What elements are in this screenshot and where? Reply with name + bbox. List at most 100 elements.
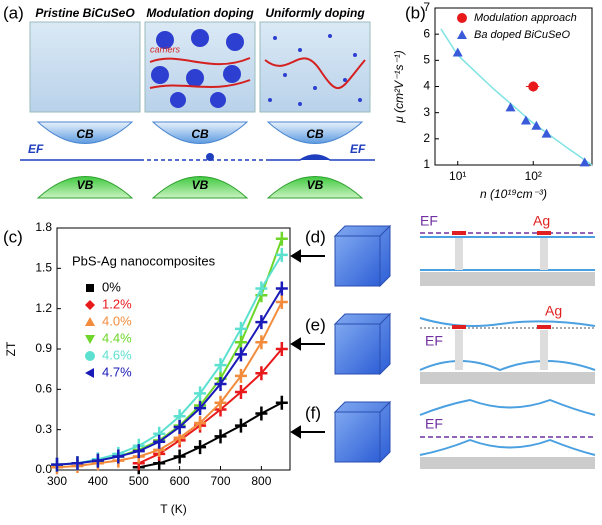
- marker: [85, 300, 95, 310]
- label: carriers: [150, 44, 181, 54]
- marker: [234, 385, 247, 400]
- panel-label: (f): [305, 403, 321, 422]
- label: EF: [425, 333, 443, 349]
- marker: [85, 317, 95, 326]
- marker: [173, 419, 186, 434]
- dopants: [268, 34, 362, 106]
- x-tick-label: 400: [88, 474, 108, 488]
- x-tick-label: 300: [47, 474, 67, 488]
- panel-label: (e): [305, 315, 326, 334]
- y-tick-label: 0.9: [35, 341, 52, 355]
- y-tick-label: 7: [423, 0, 430, 14]
- panel-a: (a) carriers Pristine BiCuSeO Modulation…: [3, 3, 375, 199]
- marker: [255, 281, 268, 296]
- marker: [112, 449, 125, 464]
- band-e: EF Ag: [419, 303, 596, 384]
- carrier-path: [149, 57, 251, 89]
- y-tick-label: 3: [423, 105, 430, 119]
- band-f: EF: [419, 398, 596, 469]
- label: CB: [191, 127, 209, 141]
- y-tick-label: 0.3: [35, 422, 52, 436]
- marker: [275, 342, 288, 356]
- legend-label: 1.2%: [102, 296, 132, 311]
- marker: [275, 395, 288, 410]
- y-axis-label: ZT: [4, 341, 18, 356]
- dopant-clusters: [151, 29, 244, 108]
- valence-band: [36, 176, 364, 199]
- x-tick-label: 800: [251, 474, 271, 488]
- marker: [173, 449, 186, 464]
- x-axis-label: T (K): [160, 502, 186, 516]
- marker: [85, 368, 94, 378]
- panel-label: (d): [305, 227, 326, 246]
- y-tick-label: 0.6: [35, 382, 52, 396]
- marker: [520, 115, 531, 125]
- marker: [255, 366, 268, 381]
- marker: [86, 284, 94, 292]
- label: EF: [350, 142, 366, 156]
- label: VB: [307, 178, 324, 192]
- marker: [275, 247, 288, 262]
- marker: [234, 418, 247, 433]
- y-tick-label: 1: [423, 157, 430, 171]
- marker: [275, 294, 288, 309]
- legend-label: 4.0%: [102, 313, 132, 328]
- marker: [452, 47, 463, 57]
- marker: [153, 434, 166, 449]
- label: CB: [306, 127, 324, 141]
- y-tick-label: 1.2: [35, 301, 52, 315]
- y-tick-label: 1.5: [35, 261, 52, 275]
- y-tick-label: 4: [423, 79, 430, 93]
- marker: [71, 456, 84, 471]
- label: EF: [420, 213, 438, 229]
- label: Uniformly doping: [265, 6, 365, 20]
- fit-line: [440, 28, 593, 166]
- marker: [91, 453, 104, 468]
- legend-label: 0%: [102, 279, 121, 294]
- marker: [194, 440, 207, 455]
- panel-label: (a): [3, 3, 24, 22]
- marker: [85, 351, 95, 361]
- marker: [234, 368, 247, 383]
- label: VB: [192, 178, 209, 192]
- marker: [214, 395, 227, 410]
- marker: [531, 120, 542, 130]
- carrier: [206, 153, 214, 161]
- label: Ag: [545, 303, 562, 319]
- cube: [29, 21, 141, 113]
- marker: [255, 406, 268, 421]
- x-axis-label: n (10¹⁹cm⁻³): [480, 187, 547, 201]
- label: Ag: [533, 213, 550, 229]
- marker: [255, 335, 268, 350]
- marker: [214, 358, 227, 373]
- legend-title: PbS-Ag nanocomposites: [72, 253, 216, 268]
- legend-label: 4.6%: [102, 347, 132, 362]
- label: EF: [425, 416, 443, 432]
- marker: [457, 13, 467, 23]
- marker: [541, 128, 552, 138]
- x-tick-label: 10¹: [449, 169, 466, 183]
- marker: [234, 321, 247, 336]
- carrier-path: [264, 57, 366, 90]
- label: Modulation doping: [146, 6, 254, 20]
- marker: [214, 429, 227, 444]
- y-tick-label: 5: [423, 53, 430, 67]
- panel-label: (c): [3, 227, 23, 246]
- marker: [275, 231, 288, 246]
- arrows: [290, 249, 325, 439]
- marker: [214, 376, 227, 391]
- fermi-level: [270, 154, 375, 161]
- marker: [194, 386, 207, 401]
- legend-label: Ba doped BiCuSeO: [474, 29, 570, 41]
- marker: [234, 347, 247, 362]
- y-tick-label: 0.0: [35, 462, 52, 476]
- marker: [255, 315, 268, 330]
- marker: [457, 30, 467, 39]
- x-tick-label: 700: [210, 474, 230, 488]
- marker: [275, 281, 288, 296]
- x-tick-label: 500: [129, 474, 149, 488]
- x-tick-label: 600: [170, 474, 190, 488]
- marker: [528, 81, 539, 92]
- label: Pristine BiCuSeO: [35, 6, 135, 20]
- marker: [579, 157, 590, 167]
